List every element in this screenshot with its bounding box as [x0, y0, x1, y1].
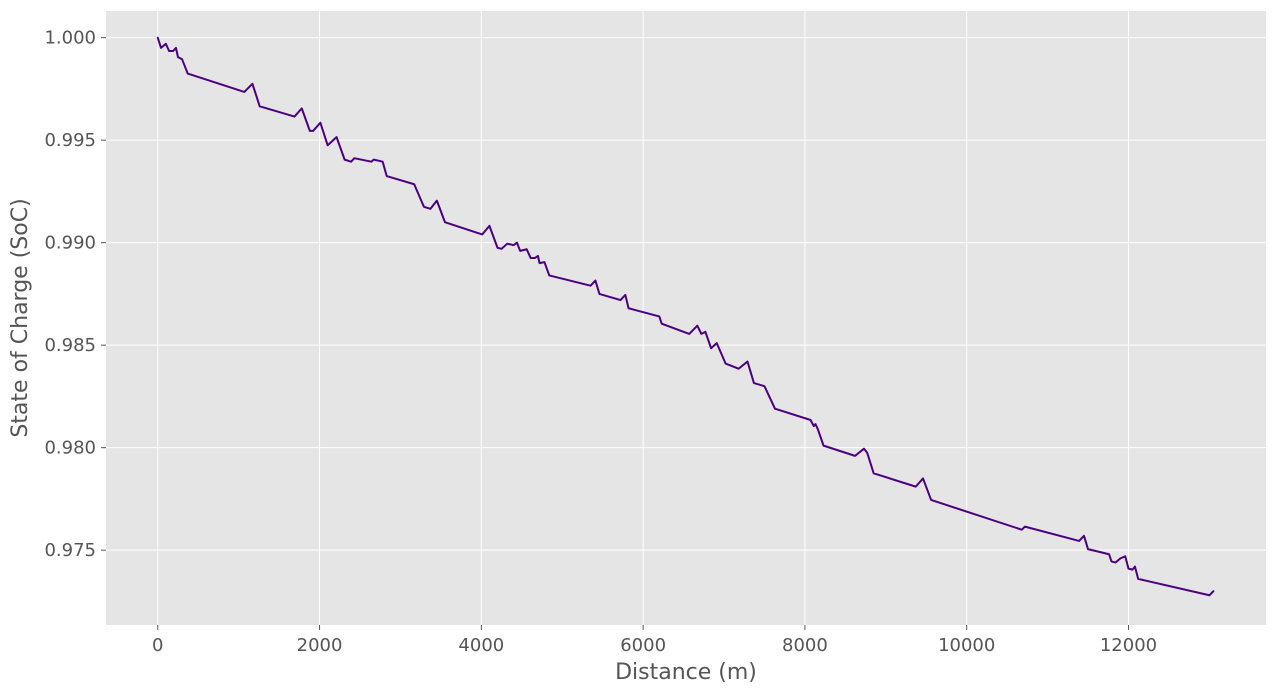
x-tick-label: 10000: [938, 635, 995, 656]
y-tick-label: 0.980: [44, 438, 96, 459]
x-tick-label: 6000: [620, 635, 666, 656]
y-tick-label: 0.990: [44, 233, 96, 254]
grid-lines: [106, 11, 1266, 625]
y-tick-label: 0.975: [44, 540, 96, 561]
y-tick-label: 1.000: [44, 28, 96, 49]
y-tick-label: 0.995: [44, 130, 96, 151]
series-layer: [156, 36, 1215, 597]
soc-series-line: [156, 36, 1215, 597]
x-tick-label: 2000: [297, 635, 343, 656]
x-tick-label: 8000: [782, 635, 828, 656]
x-tick-label: 0: [152, 635, 163, 656]
y-axis-label: State of Charge (SoC): [8, 198, 33, 437]
axis-ticks: 0 2000 4000 6000 8000 10000 12000 0.975 0.980 0.9…: [44, 28, 1157, 656]
y-tick-label: 0.985: [44, 335, 96, 356]
x-tick-label: 12000: [1100, 635, 1157, 656]
x-axis-label: Distance (m): [615, 660, 757, 685]
plot-background: [106, 11, 1266, 625]
x-tick-label: 4000: [458, 635, 504, 656]
